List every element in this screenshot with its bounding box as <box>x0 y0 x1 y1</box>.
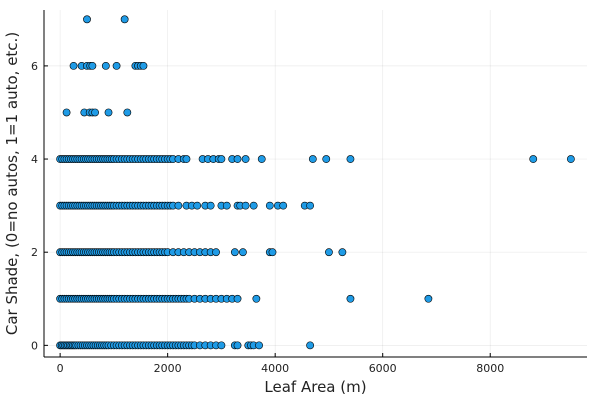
data-point <box>346 294 355 303</box>
data-point <box>217 341 226 350</box>
data-point <box>268 248 277 257</box>
data-point <box>69 61 78 70</box>
data-point <box>241 201 250 210</box>
data-point <box>83 15 91 24</box>
axes-frame <box>43 10 587 358</box>
data-point <box>206 201 215 210</box>
data-point <box>249 201 258 210</box>
data-point <box>182 155 191 163</box>
data-point <box>233 294 242 303</box>
x-tick-label: 0 <box>57 362 64 375</box>
data-point <box>120 15 129 24</box>
y-tick-label: 4 <box>31 153 38 166</box>
data-point <box>217 155 226 163</box>
data-point <box>325 248 333 257</box>
data-point <box>193 201 202 210</box>
y-axis-label: Car Shade, (0=no autos, 1=1 auto, etc.) <box>3 32 21 335</box>
data-point <box>306 341 315 350</box>
x-tick-label: 4000 <box>261 362 289 375</box>
data-point <box>88 61 97 70</box>
data-point <box>279 201 288 210</box>
data-point <box>104 108 113 117</box>
data-point <box>233 341 242 350</box>
data-point <box>346 155 355 163</box>
data-point <box>255 341 263 350</box>
ticks: 0 2000 4000 6000 8000 0 2 4 6 <box>31 60 504 375</box>
data-point <box>252 294 261 303</box>
x-tick-label: 2000 <box>154 362 182 375</box>
data-point <box>322 155 331 163</box>
x-tick-label: 8000 <box>476 362 504 375</box>
data-point <box>239 248 247 257</box>
data-point <box>212 248 220 257</box>
data-point <box>91 108 99 117</box>
data-point <box>139 61 148 70</box>
data-points <box>56 15 575 350</box>
data-point <box>566 155 575 163</box>
data-point <box>529 155 538 163</box>
data-point <box>222 201 231 210</box>
data-point <box>233 155 242 163</box>
x-tick-label: 6000 <box>369 362 397 375</box>
data-point <box>308 155 317 163</box>
data-point <box>257 155 266 163</box>
data-point <box>112 61 121 70</box>
y-tick-label: 0 <box>31 339 38 352</box>
x-axis-label: Leaf Area (m) <box>264 378 366 396</box>
data-point <box>123 108 132 117</box>
y-tick-label: 2 <box>31 246 38 259</box>
data-point <box>338 248 347 257</box>
data-point <box>230 248 239 257</box>
data-point <box>306 201 315 210</box>
y-tick-label: 6 <box>31 60 38 73</box>
data-point <box>62 108 71 117</box>
grid <box>44 10 587 357</box>
data-point <box>265 201 274 210</box>
data-point <box>101 61 110 70</box>
data-point <box>241 155 250 163</box>
data-point <box>174 201 183 210</box>
data-point <box>424 294 433 303</box>
